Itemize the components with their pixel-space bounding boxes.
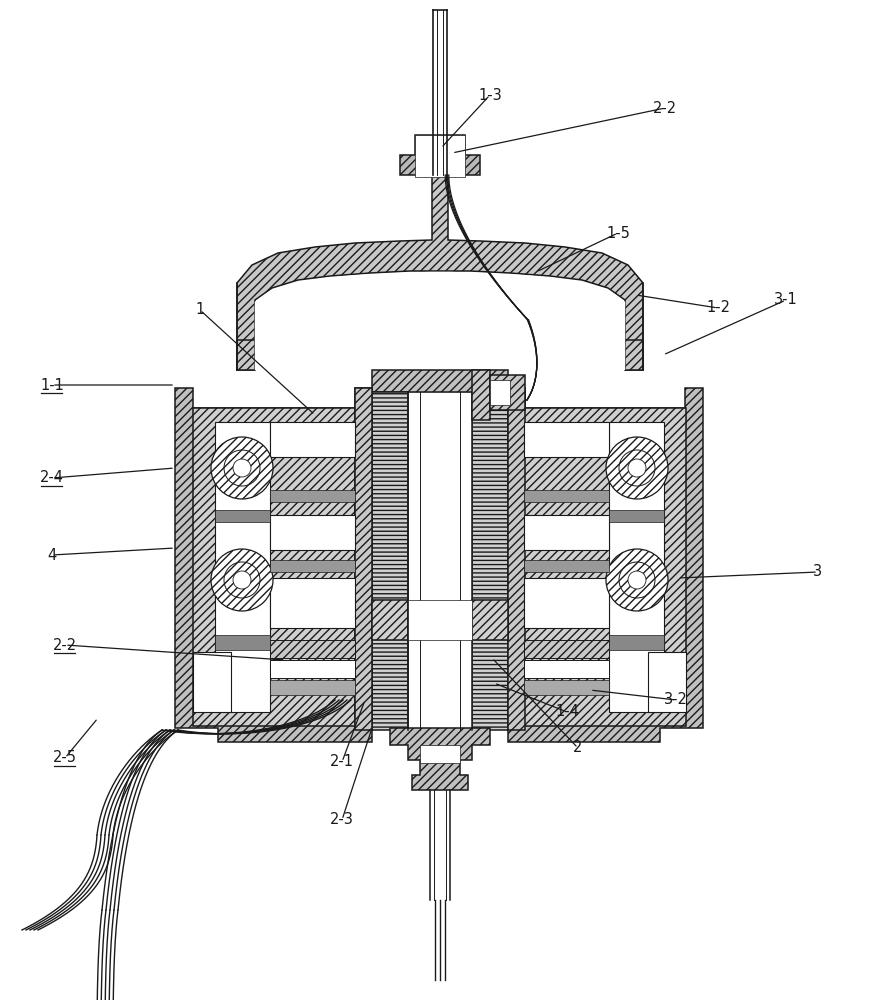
- Bar: [270, 660, 355, 678]
- Bar: [647, 652, 685, 712]
- Polygon shape: [471, 370, 489, 420]
- Text: 2-2: 2-2: [53, 638, 77, 652]
- Text: 3: 3: [812, 564, 822, 580]
- Polygon shape: [507, 388, 524, 730]
- Bar: [523, 640, 608, 658]
- Ellipse shape: [627, 571, 645, 589]
- Polygon shape: [412, 760, 467, 790]
- Polygon shape: [471, 600, 507, 640]
- Bar: [608, 422, 663, 712]
- Text: 1-2: 1-2: [705, 300, 729, 316]
- Polygon shape: [175, 388, 371, 742]
- Ellipse shape: [211, 549, 273, 611]
- Text: 2: 2: [572, 740, 582, 756]
- Bar: [523, 660, 608, 678]
- Bar: [270, 578, 355, 628]
- Polygon shape: [255, 272, 624, 370]
- Ellipse shape: [605, 437, 667, 499]
- Bar: [270, 422, 355, 457]
- Ellipse shape: [618, 450, 654, 486]
- Bar: [193, 408, 355, 726]
- Ellipse shape: [233, 459, 251, 477]
- Text: 1-1: 1-1: [40, 377, 64, 392]
- Bar: [270, 640, 355, 658]
- Text: 2-1: 2-1: [329, 754, 354, 770]
- Polygon shape: [471, 392, 507, 730]
- Bar: [270, 680, 355, 695]
- Ellipse shape: [627, 459, 645, 477]
- Bar: [523, 680, 608, 695]
- Text: 2-3: 2-3: [329, 812, 354, 827]
- Text: 1: 1: [195, 302, 205, 318]
- Bar: [215, 422, 270, 712]
- Bar: [55, 740, 195, 830]
- Bar: [215, 510, 270, 522]
- Bar: [371, 370, 507, 392]
- Bar: [523, 560, 608, 572]
- Text: 1-5: 1-5: [605, 226, 630, 240]
- Bar: [489, 380, 509, 405]
- Polygon shape: [371, 600, 407, 640]
- Bar: [193, 652, 231, 712]
- Bar: [523, 578, 608, 628]
- Polygon shape: [507, 388, 702, 742]
- Bar: [270, 560, 355, 572]
- Bar: [523, 422, 608, 457]
- Text: 1-4: 1-4: [554, 704, 579, 720]
- Ellipse shape: [605, 549, 667, 611]
- Polygon shape: [371, 392, 407, 730]
- Polygon shape: [390, 728, 489, 760]
- Bar: [270, 490, 355, 502]
- Bar: [420, 745, 459, 763]
- Text: 1-3: 1-3: [478, 88, 501, 103]
- Ellipse shape: [618, 562, 654, 598]
- Polygon shape: [355, 388, 371, 730]
- Text: 2-2: 2-2: [652, 101, 676, 116]
- Polygon shape: [237, 173, 643, 370]
- Text: 3-2: 3-2: [663, 692, 687, 708]
- Bar: [414, 135, 464, 177]
- Polygon shape: [399, 135, 479, 175]
- Polygon shape: [237, 340, 255, 370]
- Bar: [608, 510, 663, 522]
- Ellipse shape: [224, 562, 260, 598]
- Ellipse shape: [233, 571, 251, 589]
- Text: 3-1: 3-1: [774, 292, 797, 308]
- Bar: [489, 375, 524, 410]
- Bar: [407, 392, 471, 732]
- Bar: [270, 515, 355, 550]
- Bar: [523, 490, 608, 502]
- Text: 2-4: 2-4: [40, 471, 64, 486]
- Bar: [215, 635, 270, 650]
- Text: 4: 4: [47, 548, 56, 562]
- Bar: [608, 635, 663, 650]
- Ellipse shape: [211, 437, 273, 499]
- Bar: [523, 408, 685, 726]
- Polygon shape: [624, 340, 643, 370]
- Ellipse shape: [224, 450, 260, 486]
- Text: 2-5: 2-5: [53, 750, 77, 766]
- Bar: [407, 600, 471, 640]
- Bar: [523, 515, 608, 550]
